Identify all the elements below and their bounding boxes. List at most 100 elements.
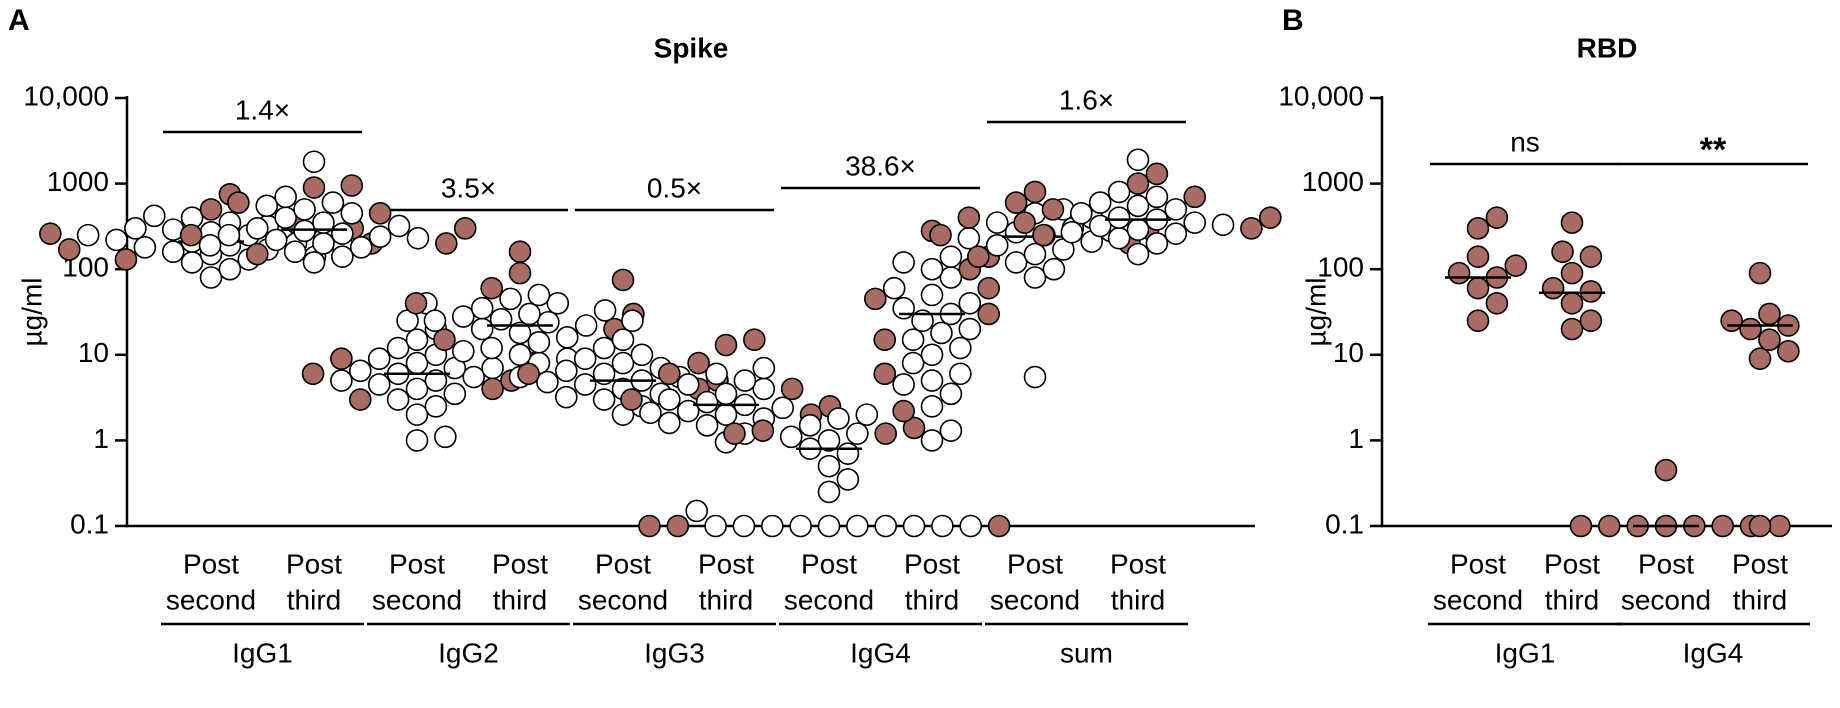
y-tick-label: 10	[1333, 337, 1364, 368]
data-point	[1211, 213, 1235, 237]
data-point	[593, 299, 617, 322]
data-point	[480, 336, 503, 360]
data-point	[302, 251, 326, 274]
data-point	[929, 223, 952, 247]
data-point	[611, 351, 635, 375]
data-point	[957, 226, 981, 250]
data-point	[301, 362, 325, 386]
data-point	[508, 261, 532, 285]
x-tick-label: third	[1733, 584, 1787, 615]
data-point	[732, 514, 756, 538]
data-point	[1023, 266, 1047, 289]
data-point	[836, 442, 860, 465]
x-tick-label: third	[1111, 584, 1165, 615]
x-tick-label: third	[905, 584, 959, 615]
data-point	[349, 236, 373, 259]
x-tick-label: Post	[1544, 548, 1600, 579]
data-point	[939, 266, 963, 289]
data-point	[892, 373, 915, 396]
x-tick-label: Post	[286, 548, 342, 579]
data-point	[1183, 211, 1206, 234]
data-point	[423, 309, 447, 333]
data-point	[348, 388, 372, 411]
y-tick-label: 0.1	[70, 508, 109, 539]
data-point	[180, 251, 204, 274]
data-point	[133, 236, 157, 259]
data-point	[470, 296, 494, 320]
data-point	[827, 407, 850, 430]
data-point	[714, 403, 738, 426]
data-point	[555, 326, 579, 349]
data-point	[179, 223, 203, 247]
data-point	[638, 514, 661, 538]
data-point	[939, 419, 963, 442]
x-tick-label: third	[287, 584, 341, 615]
data-point	[902, 514, 926, 538]
data-point	[882, 276, 906, 300]
data-point	[1504, 254, 1528, 277]
data-point	[931, 514, 954, 538]
x-tick-label: Post	[801, 548, 857, 579]
data-point	[199, 266, 223, 289]
data-point	[920, 283, 944, 307]
data-point	[386, 336, 410, 360]
data-point	[1107, 206, 1131, 229]
data-point	[639, 401, 662, 425]
data-point	[892, 399, 915, 423]
data-point	[846, 514, 869, 538]
data-point	[657, 411, 681, 435]
data-point	[480, 276, 503, 300]
data-point	[1126, 194, 1150, 218]
data-point	[1758, 302, 1781, 326]
x-tick-label: Post	[904, 548, 960, 579]
data-point	[302, 150, 326, 174]
data-point	[1023, 242, 1047, 266]
data-point	[1748, 261, 1772, 285]
data-point	[406, 226, 430, 250]
data-point	[695, 390, 719, 414]
data-point	[817, 429, 841, 452]
data-point	[1569, 514, 1593, 538]
data-point	[676, 373, 700, 396]
panel-letter: B	[1282, 4, 1304, 37]
data-point	[1126, 172, 1150, 195]
chart-title: RBD	[1577, 32, 1638, 63]
data-point	[199, 198, 223, 221]
data-point	[312, 232, 335, 255]
data-point	[255, 194, 279, 218]
panel-letter: A	[8, 4, 30, 37]
data-point	[817, 514, 841, 538]
data-point	[779, 425, 803, 449]
data-point	[321, 191, 345, 214]
data-point	[331, 222, 354, 245]
y-axis-label: µg/ml	[1300, 277, 1331, 346]
data-point	[901, 328, 925, 352]
data-point	[630, 343, 654, 367]
data-point	[1023, 365, 1047, 389]
data-point	[592, 388, 616, 411]
data-point	[760, 514, 784, 538]
data-point	[621, 309, 644, 333]
x-tick-label: second	[784, 584, 874, 615]
chart-title: Spike	[654, 32, 729, 63]
y-tick-label: 100	[1317, 252, 1364, 283]
data-point	[405, 403, 429, 426]
x-tick-label: third	[493, 584, 547, 615]
y-tick-label: 10,000	[23, 80, 109, 111]
data-point	[274, 185, 297, 209]
data-point	[76, 223, 100, 247]
data-point	[1004, 191, 1028, 214]
data-point	[1768, 514, 1791, 538]
data-point	[434, 232, 458, 255]
data-point	[481, 377, 504, 401]
data-point	[958, 291, 982, 315]
x-tick-label: Post	[595, 548, 651, 579]
data-point	[1466, 309, 1490, 333]
data-point	[901, 351, 925, 375]
data-point	[685, 499, 709, 523]
data-point	[1145, 232, 1169, 255]
data-point	[1748, 514, 1772, 538]
data-point	[657, 362, 681, 386]
comparison-label: 1.6×	[1059, 84, 1114, 115]
